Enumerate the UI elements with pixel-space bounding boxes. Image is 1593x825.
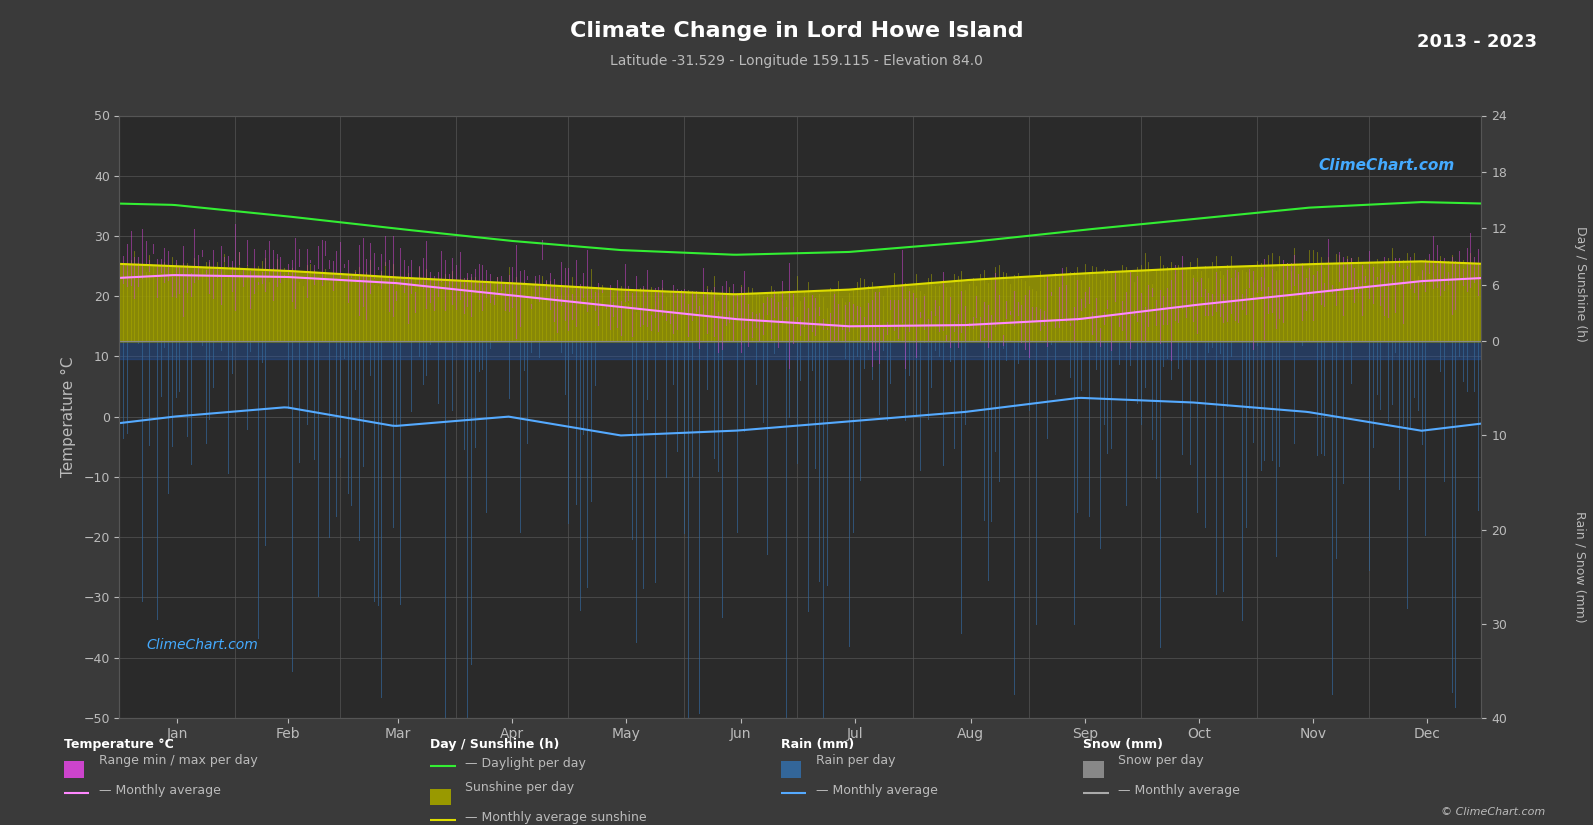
Text: Rain per day: Rain per day — [816, 754, 895, 767]
Text: Rain (mm): Rain (mm) — [781, 738, 854, 752]
Text: ClimeChart.com: ClimeChart.com — [147, 639, 258, 653]
Text: Latitude -31.529 - Longitude 159.115 - Elevation 84.0: Latitude -31.529 - Longitude 159.115 - E… — [610, 54, 983, 68]
Y-axis label: Temperature °C: Temperature °C — [61, 356, 76, 477]
Text: © ClimeChart.com: © ClimeChart.com — [1442, 807, 1545, 817]
Text: Temperature °C: Temperature °C — [64, 738, 174, 752]
Text: ClimeChart.com: ClimeChart.com — [1317, 158, 1454, 172]
Text: — Monthly average: — Monthly average — [99, 784, 221, 797]
Text: Climate Change in Lord Howe Island: Climate Change in Lord Howe Island — [570, 21, 1023, 40]
Text: 2013 - 2023: 2013 - 2023 — [1418, 33, 1537, 51]
Text: Snow per day: Snow per day — [1118, 754, 1204, 767]
Text: — Monthly average: — Monthly average — [816, 784, 938, 797]
Text: Sunshine per day: Sunshine per day — [465, 781, 575, 794]
Text: — Daylight per day: — Daylight per day — [465, 757, 586, 770]
Text: — Monthly average sunshine: — Monthly average sunshine — [465, 811, 647, 824]
Text: Day / Sunshine (h): Day / Sunshine (h) — [1574, 226, 1587, 342]
Text: Range min / max per day: Range min / max per day — [99, 754, 258, 767]
Text: — Monthly average: — Monthly average — [1118, 784, 1241, 797]
Text: Rain / Snow (mm): Rain / Snow (mm) — [1574, 512, 1587, 623]
Text: Day / Sunshine (h): Day / Sunshine (h) — [430, 738, 559, 752]
Text: Snow (mm): Snow (mm) — [1083, 738, 1163, 752]
